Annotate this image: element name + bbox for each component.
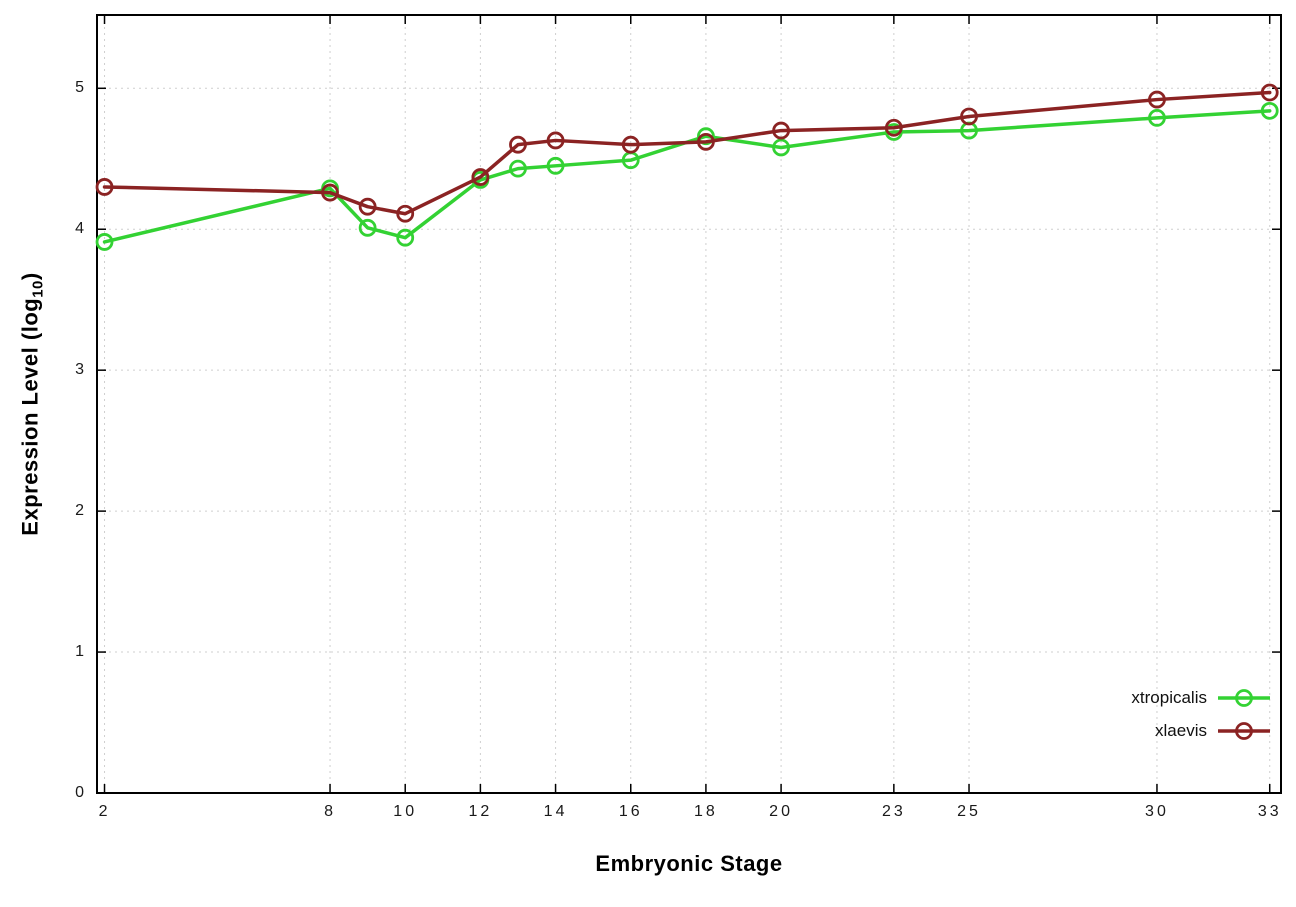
legend: xtropicalis xlaevis — [1131, 684, 1272, 745]
y-axis-label-suffix: ) — [17, 272, 43, 281]
x-tick-label: 30 — [1145, 803, 1169, 820]
y-tick-label: 5 — [75, 79, 84, 97]
series-line-xlaevis — [102, 90, 1272, 216]
x-tick-label: 14 — [543, 803, 568, 820]
legend-label: xlaevis — [1155, 721, 1207, 740]
y-tick-label: 0 — [75, 784, 84, 801]
data-point-xlaevis[interactable] — [960, 107, 978, 126]
data-point-xlaevis[interactable] — [772, 121, 790, 140]
data-point-xtropicalis[interactable] — [95, 233, 114, 251]
data-point-xlaevis[interactable] — [546, 131, 565, 150]
data-point-xlaevis[interactable] — [621, 135, 640, 154]
grid — [97, 15, 1281, 794]
data-point-xtropicalis[interactable] — [1260, 101, 1279, 120]
data-point-xlaevis[interactable] — [358, 197, 377, 216]
data-point-xlaevis[interactable] — [396, 204, 415, 223]
x-tick-label: 18 — [694, 803, 718, 820]
x-tick-label: 25 — [957, 803, 981, 820]
data-point-xtropicalis[interactable] — [546, 156, 565, 175]
data-point-xlaevis[interactable] — [95, 178, 114, 196]
x-tick-label: 10 — [393, 803, 418, 820]
data-point-xlaevis[interactable] — [471, 168, 490, 186]
legend-item-xtropicalis[interactable]: xtropicalis — [1131, 684, 1272, 712]
legend-marker-sample — [1218, 689, 1270, 707]
x-tick-label: 8 — [324, 803, 336, 820]
data-point-xlaevis[interactable] — [697, 132, 715, 151]
data-point-xlaevis[interactable] — [884, 118, 903, 137]
x-tick-label: 12 — [468, 803, 493, 820]
x-tick-label: 23 — [881, 803, 906, 820]
data-point-xlaevis[interactable] — [509, 135, 527, 154]
x-axis-label: Embryonic Stage — [595, 851, 783, 876]
data-point-xlaevis[interactable] — [1148, 90, 1166, 109]
legend-label: xtropicalis — [1131, 688, 1207, 707]
data-point-xtropicalis[interactable] — [772, 138, 790, 157]
plot-border — [96, 14, 1282, 794]
data-point-xtropicalis[interactable] — [358, 218, 377, 237]
y-axis-label-text: Expression Level (log — [17, 297, 43, 536]
y-tick-label: 3 — [75, 361, 84, 379]
series-xtropicalis — [95, 101, 1279, 251]
data-point-xtropicalis[interactable] — [396, 228, 415, 247]
x-tick-label: 33 — [1257, 803, 1282, 820]
data-point-xlaevis[interactable] — [1260, 83, 1279, 102]
y-axis-label-subscript: 10 — [29, 280, 47, 298]
data-point-xtropicalis[interactable] — [509, 159, 527, 178]
series-xlaevis — [95, 83, 1279, 223]
y-tick-label: 1 — [75, 643, 84, 661]
x-tick-label: 16 — [618, 803, 643, 820]
axis-ticks — [97, 15, 1281, 794]
y-tick-label: 4 — [75, 220, 84, 238]
data-point-xtropicalis[interactable] — [1148, 108, 1166, 127]
legend-item-xlaevis[interactable]: xlaevis — [1155, 717, 1272, 745]
x-tick-label: 2 — [98, 803, 111, 820]
x-tick-label: 20 — [769, 803, 793, 820]
data-point-xtropicalis[interactable] — [697, 127, 715, 146]
y-axis-label: Expression Level (log10) — [17, 272, 46, 535]
y-tick-label: 2 — [75, 502, 84, 520]
series-line-xtropicalis — [102, 109, 1272, 244]
legend-marker-sample — [1218, 722, 1270, 740]
data-point-xlaevis[interactable] — [321, 183, 339, 202]
